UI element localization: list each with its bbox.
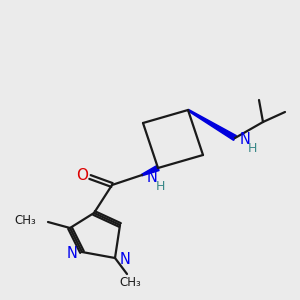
Text: O: O <box>76 169 88 184</box>
Text: H: H <box>155 179 165 193</box>
Text: CH₃: CH₃ <box>119 275 141 289</box>
Text: CH₃: CH₃ <box>14 214 36 227</box>
Polygon shape <box>142 166 159 176</box>
Polygon shape <box>188 110 236 140</box>
Text: H: H <box>247 142 257 155</box>
Text: N: N <box>240 133 251 148</box>
Text: N: N <box>120 251 131 266</box>
Text: N: N <box>66 245 77 260</box>
Text: N: N <box>147 169 158 184</box>
